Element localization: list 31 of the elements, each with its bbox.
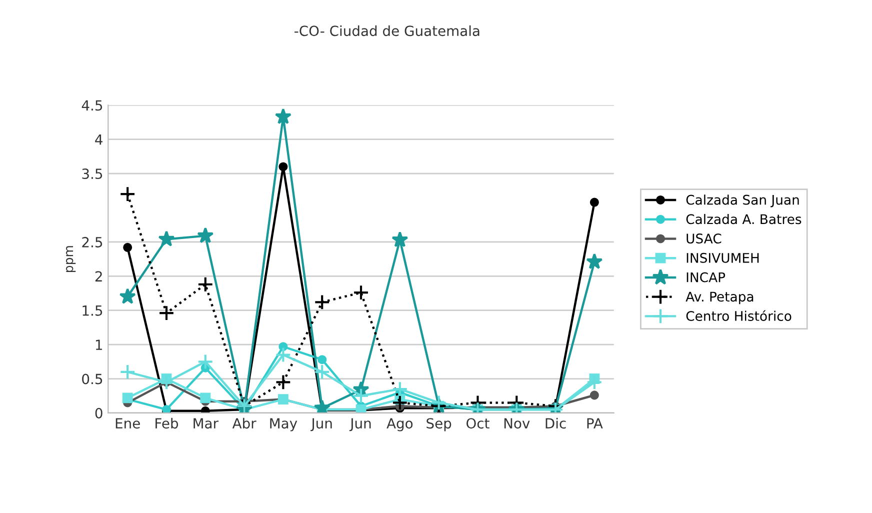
x-tick-label: Jun	[349, 418, 371, 432]
x-tick-label: Feb	[156, 418, 178, 429]
legend-label: INSIVUMEH	[686, 252, 759, 263]
x-tick-label: Oct	[466, 418, 490, 429]
x-tick-label: Mar	[194, 418, 218, 429]
legend-label: Centro Histórico	[686, 310, 792, 321]
x-tick-label: Ene	[116, 418, 140, 429]
x-tick-label: Sep	[426, 418, 452, 432]
legend-label: USAC	[686, 234, 722, 244]
legend-label: Calzada San Juan	[686, 194, 799, 208]
legend-label: Av. Petapa	[686, 292, 754, 304]
y-axis-title: ppm	[66, 246, 76, 272]
y-tick-label: 3.5	[82, 168, 102, 180]
y-tick-label: 1	[96, 340, 102, 350]
y-tick-label: 0.5	[82, 374, 102, 384]
x-tick-label: May	[270, 418, 298, 432]
x-tick-label: Abr	[232, 418, 256, 429]
y-tick-label: 2.5	[82, 236, 102, 248]
y-tick-label: 2	[95, 271, 102, 282]
legend-label: INCAP	[686, 272, 726, 282]
x-tick-label: Jun	[310, 418, 332, 432]
x-tick-label: PA	[587, 418, 603, 428]
y-tick-label: 1.5	[82, 306, 102, 316]
x-tick-label: Dic	[546, 418, 566, 429]
x-tick-label: Ago	[386, 418, 413, 432]
y-tick-label: 4	[95, 134, 102, 145]
legend-label: Calzada A. Batres	[686, 214, 802, 224]
y-tick-label: 4.5	[82, 100, 102, 111]
x-tick-label: Nov	[504, 418, 530, 429]
chart-title: -CO- Ciudad de Guatemala	[294, 25, 480, 36]
y-tick-label: 0	[95, 408, 102, 418]
